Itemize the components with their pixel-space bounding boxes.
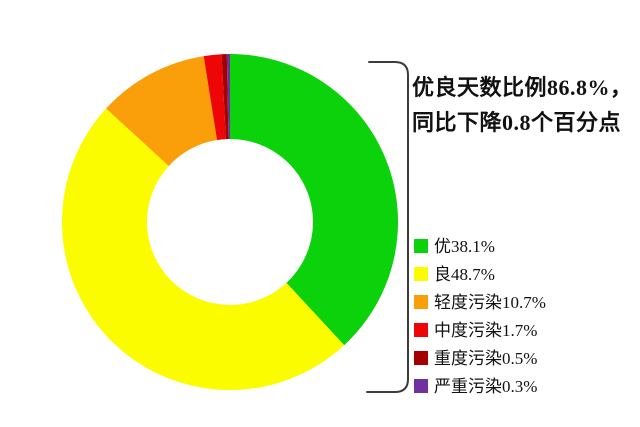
- donut-chart: [61, 54, 399, 391]
- legend-item-中度污染: 中度污染1.7%: [414, 316, 546, 344]
- annotation-line-1: 优良天数比例86.8%，: [412, 75, 633, 100]
- annotation-text: 优良天数比例86.8%， 同比下降0.8个百分点: [412, 70, 633, 140]
- annotation-line-2: 同比下降0.8个百分点: [412, 110, 622, 135]
- legend-item-轻度污染: 轻度污染10.7%: [414, 288, 546, 316]
- legend-swatch-icon: [414, 379, 428, 393]
- legend-label: 良48.7%: [434, 264, 495, 284]
- legend-item-严重污染: 严重污染0.3%: [414, 372, 546, 400]
- legend-item-重度污染: 重度污染0.5%: [414, 344, 546, 372]
- donut-slice-良: [61, 108, 345, 391]
- legend: 优38.1% 良48.7% 轻度污染10.7% 中度污染1.7% 重度污染0.5% 严重污…: [414, 232, 546, 400]
- legend-swatch-icon: [414, 351, 428, 365]
- legend-item-优: 优38.1%: [414, 232, 546, 260]
- legend-swatch-icon: [414, 295, 428, 309]
- legend-swatch-icon: [414, 239, 428, 253]
- grouping-bracket: [366, 61, 409, 393]
- donut-slice-重度污染: [221, 54, 229, 140]
- donut-slice-优: [230, 54, 399, 346]
- legend-label: 严重污染0.3%: [434, 376, 538, 396]
- donut-slice-轻度污染: [106, 56, 218, 166]
- donut-slice-严重污染: [226, 54, 230, 140]
- legend-label: 中度污染1.7%: [434, 320, 538, 340]
- legend-item-良: 良48.7%: [414, 260, 546, 288]
- legend-label: 轻度污染10.7%: [434, 292, 546, 312]
- legend-label: 优38.1%: [434, 236, 495, 256]
- legend-swatch-icon: [414, 323, 428, 337]
- legend-swatch-icon: [414, 267, 428, 281]
- donut-slice-中度污染: [203, 54, 226, 141]
- legend-label: 重度污染0.5%: [434, 348, 538, 368]
